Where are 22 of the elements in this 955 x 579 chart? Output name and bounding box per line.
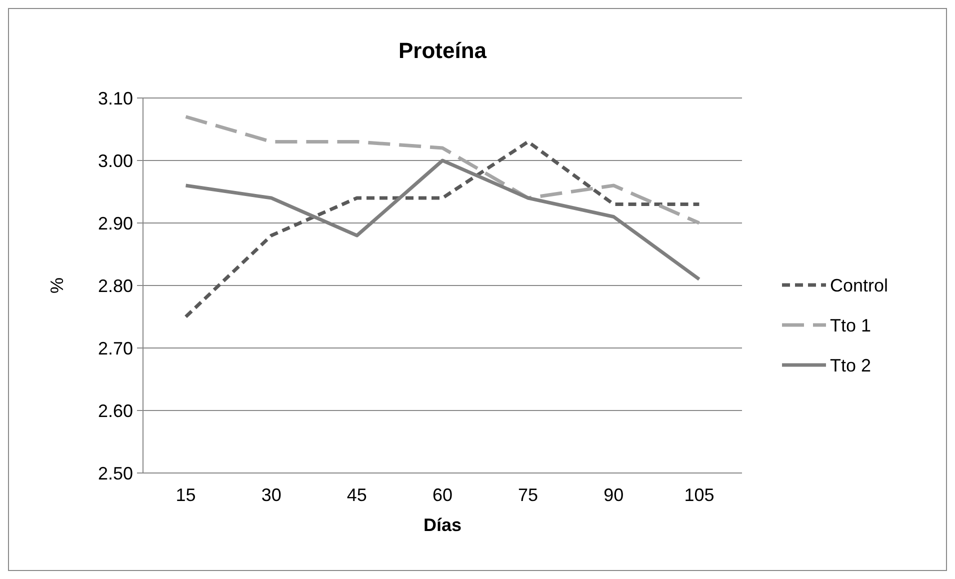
- y-axis-title: %: [47, 277, 67, 294]
- y-tick-label: 2.70: [98, 338, 133, 358]
- x-tick-label: 60: [432, 485, 453, 505]
- y-tick-label: 2.60: [98, 400, 133, 421]
- x-tick-label: 45: [346, 485, 367, 505]
- y-tick-label: 2.50: [98, 463, 133, 484]
- y-tick-label: 2.80: [98, 276, 133, 296]
- chart-title: Proteína: [398, 38, 488, 63]
- y-tick-label: 3.00: [98, 150, 133, 171]
- x-tick-label: 15: [176, 485, 196, 505]
- line-series: [184, 140, 701, 318]
- x-tick-label: 30: [261, 485, 282, 505]
- x-tick-label: 105: [684, 485, 714, 505]
- legend-label: Tto 2: [830, 355, 872, 376]
- legend-label: Tto 1: [830, 315, 872, 336]
- line-series: [184, 115, 701, 225]
- y-tick-label: 2.90: [98, 213, 133, 234]
- legend-label: Control: [830, 275, 888, 296]
- x-axis-title: Días: [423, 515, 462, 535]
- x-tick-label: 90: [604, 485, 624, 505]
- y-tick-label: 3.10: [98, 88, 133, 108]
- x-tick-label: 75: [518, 485, 538, 505]
